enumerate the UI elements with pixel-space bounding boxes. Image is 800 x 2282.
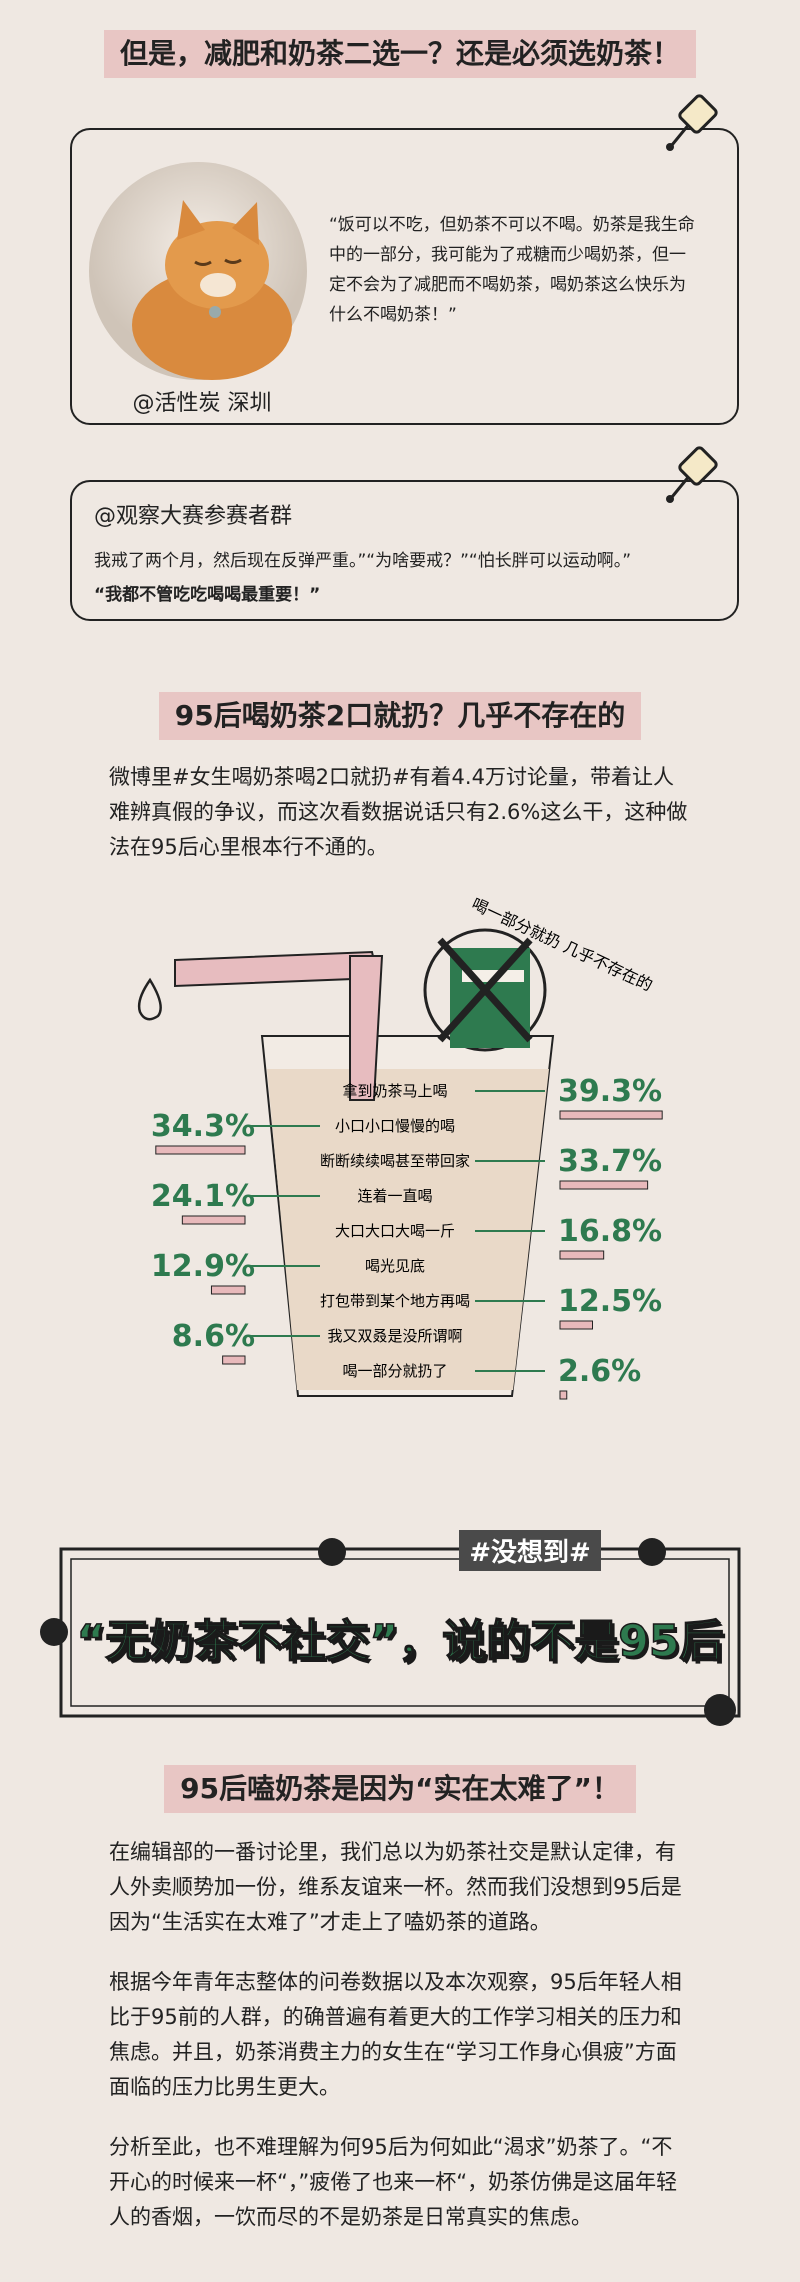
author: @活性炭 深圳 bbox=[132, 391, 272, 416]
bar bbox=[210, 1285, 246, 1295]
category-label: 小口小口慢慢的喝 bbox=[335, 1117, 455, 1135]
cup-chart: 喝一部分就扔 几乎不存在的 拿到奶茶马上喝 39.3%小口小口慢慢的喝34.3%断… bbox=[137, 894, 663, 1400]
bar bbox=[559, 1110, 663, 1120]
tag: #没想到# bbox=[459, 1530, 601, 1571]
group-title: @观察大赛参赛者群 bbox=[94, 504, 293, 529]
heading-text: 95后嗑奶茶是因为“实在太难了”！ bbox=[164, 1765, 636, 1813]
category-label: 打包带到某个地方再喝 bbox=[320, 1292, 470, 1310]
quote-card: “饭可以不吃，但奶茶不可以不喝。奶茶是我生命中的一部分，我可能为了戒糖而少喝奶茶… bbox=[70, 128, 739, 425]
category-label: 我又双叒是没所谓啊 bbox=[327, 1327, 462, 1345]
category-label: 连着一直喝 bbox=[357, 1187, 432, 1205]
paragraph: 微博里#女生喝奶茶喝2口就扔#有着4.4万讨论量，带着让人难辨真假的争议，而这次… bbox=[109, 765, 688, 859]
headline: “无奶茶不社交”，说的不是95后 bbox=[76, 1615, 725, 1668]
value-label: 33.7% bbox=[558, 1144, 662, 1179]
heading: 95后喝奶茶2口就扔？几乎不存在的 bbox=[0, 692, 800, 740]
value-label: 39.3% bbox=[558, 1074, 662, 1109]
value-label: 12.9% bbox=[151, 1249, 255, 1284]
value-label: 34.3% bbox=[151, 1109, 255, 1144]
paragraph: 根据今年青年志整体的问卷数据以及本次观察，95后年轻人相比于95前的人群，的确普… bbox=[109, 1970, 682, 2099]
quote: “饭可以不吃，但奶茶不可以不喝。奶茶是我生命中的一部分，我可能为了戒糖而少喝奶茶… bbox=[329, 215, 695, 325]
bar bbox=[155, 1145, 246, 1155]
value-label: 2.6% bbox=[558, 1354, 641, 1389]
value-label: 12.5% bbox=[558, 1284, 662, 1319]
sticker bbox=[423, 928, 547, 1052]
heading: 95后嗑奶茶是因为“实在太难了”！ bbox=[0, 1765, 800, 1813]
banner-frame bbox=[40, 1538, 741, 1726]
bar bbox=[559, 1180, 649, 1190]
bar bbox=[181, 1215, 246, 1225]
category-label: 喝光见底 bbox=[365, 1257, 425, 1275]
group-card: @观察大赛参赛者群 我戒了两个月，然后现在反弹严重。”“为啥要戒？”“怕长胖可以… bbox=[70, 480, 739, 621]
cat-photo bbox=[89, 162, 307, 380]
pin bbox=[666, 446, 718, 503]
value-label: 8.6% bbox=[172, 1319, 255, 1354]
category-label: 断断续续喝甚至带回家 bbox=[320, 1152, 470, 1170]
bar bbox=[559, 1390, 568, 1400]
bar bbox=[222, 1355, 246, 1365]
heading-text: 95后喝奶茶2口就扔？几乎不存在的 bbox=[158, 692, 642, 740]
pin bbox=[666, 94, 718, 151]
group-bold: “我都不管吃吃喝喝最重要！” bbox=[94, 585, 321, 605]
category-label: 拿到奶茶马上喝 bbox=[342, 1082, 447, 1100]
tag-box: #没想到# bbox=[450, 1530, 610, 1571]
paragraph: 在编辑部的一番讨论里，我们总以为奶茶社交是默认定律，有人外卖顺势加一份，维系友谊… bbox=[109, 1840, 682, 1934]
value-label: 24.1% bbox=[151, 1179, 255, 1214]
banner-text: 但是，减肥和奶茶二选一？还是必须选奶茶！ bbox=[103, 30, 696, 78]
group-text: 我戒了两个月，然后现在反弹严重。”“为啥要戒？”“怕长胖可以运动啊。” bbox=[94, 551, 632, 571]
bar bbox=[559, 1250, 605, 1260]
category-label: 大口大口大喝一斤 bbox=[335, 1222, 455, 1240]
value-label: 16.8% bbox=[558, 1214, 662, 1249]
bar bbox=[559, 1320, 593, 1330]
category-label: 喝一部分就扔了 bbox=[342, 1362, 447, 1380]
paragraph: 分析至此，也不难理解为何95后为何如此“渴求”奶茶了。“不开心的时候来一杯“，”… bbox=[109, 2135, 678, 2229]
banner: 但是，减肥和奶茶二选一？还是必须选奶茶！ bbox=[0, 30, 800, 78]
